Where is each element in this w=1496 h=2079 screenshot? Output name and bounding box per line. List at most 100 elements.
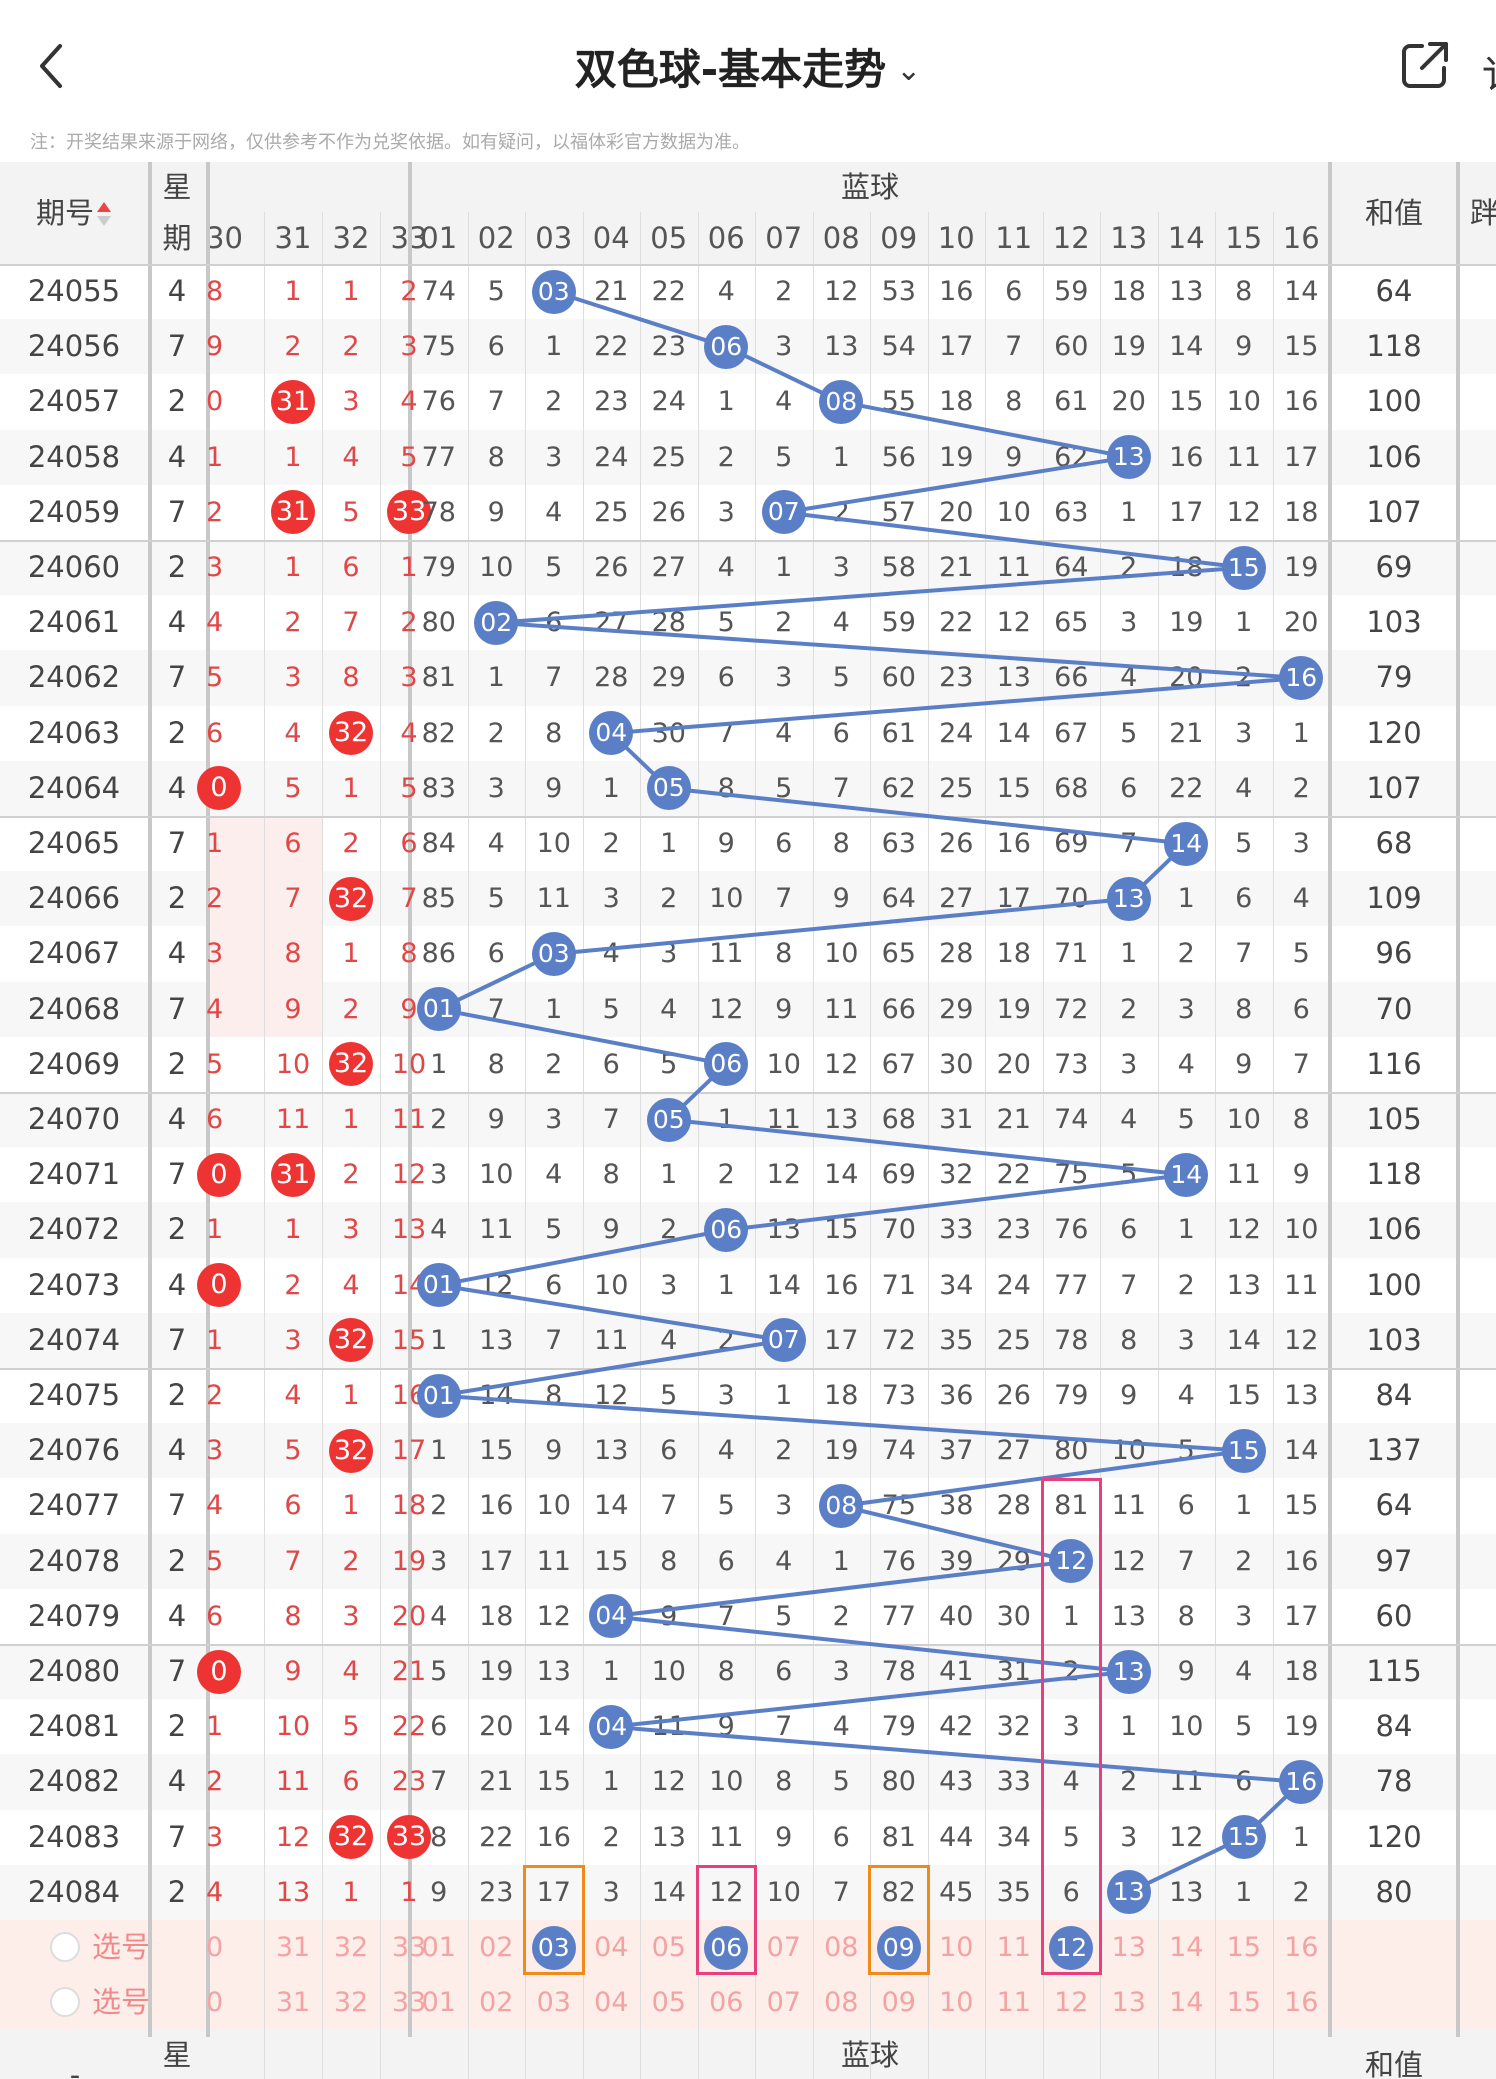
blue-omission-cell: 18 <box>1111 276 1146 307</box>
blue-omission-cell: 23 <box>939 662 974 694</box>
sum-cell: 80 <box>1375 1874 1413 1909</box>
sum-cell: 69 <box>1375 550 1413 584</box>
select-red-number[interactable]: 0 <box>206 1932 224 1963</box>
red-omission-cell: 11 <box>391 1104 427 1135</box>
select-radio[interactable] <box>50 1987 80 2018</box>
blue-omission-cell: 7 <box>430 1766 448 1798</box>
blue-omission-cell: 14 <box>536 1711 571 1743</box>
share-button[interactable] <box>1400 40 1450 90</box>
select-radio[interactable] <box>50 1932 80 1962</box>
blue-omission-cell: 22 <box>939 607 974 639</box>
page-title-dropdown[interactable]: 双色球-基本走势 ⌄ <box>0 36 1496 97</box>
select-blue-number[interactable]: 01 <box>421 1987 456 2019</box>
blue-omission-cell: 69 <box>881 1159 916 1191</box>
blue-omission-cell: 6 <box>545 1269 563 1301</box>
red-omission-cell: 5 <box>400 772 418 804</box>
blue-omission-cell: 9 <box>1235 1048 1253 1080</box>
select-blue-number[interactable]: 01 <box>421 1932 456 1963</box>
select-red-number[interactable]: 33 <box>391 1987 427 2019</box>
select-blue-number[interactable]: 10 <box>939 1987 974 2019</box>
select-red-number[interactable]: 32 <box>333 1987 369 2019</box>
selected-blue-ball[interactable]: 09 <box>876 1925 921 1970</box>
select-blue-number[interactable]: 06 <box>709 1987 744 2019</box>
issue-header[interactable]: 期号 <box>35 196 94 230</box>
blue-omission-cell: 24 <box>594 441 629 473</box>
selected-blue-ball[interactable]: 03 <box>531 1925 576 1970</box>
selected-blue-ball[interactable]: 12 <box>1049 1925 1094 1970</box>
edge-header-partial: 跘 <box>1470 196 1496 230</box>
select-blue-number[interactable]: 15 <box>1226 1987 1261 2019</box>
select-blue-number[interactable]: 08 <box>824 1932 859 1963</box>
blue-omission-cell: 8 <box>487 441 505 473</box>
blue-omission-cell: 12 <box>1226 496 1261 528</box>
select-blue-number[interactable]: 04 <box>594 1987 629 2019</box>
section-divider <box>1456 162 1460 2037</box>
red-omission-cell: 1 <box>284 441 302 473</box>
share-icon <box>1402 42 1448 88</box>
blue-omission-cell: 4 <box>717 552 735 583</box>
footer-issue: - <box>69 2058 81 2079</box>
select-blue-number[interactable]: 13 <box>1111 1932 1146 1963</box>
red-omission-cell: 1 <box>342 1490 360 1522</box>
select-blue-number[interactable]: 09 <box>881 1987 916 2019</box>
blue-omission-cell: 5 <box>602 993 620 1025</box>
select-red-number[interactable]: 0 <box>206 1987 224 2019</box>
select-blue-number[interactable]: 10 <box>939 1932 974 1963</box>
blue-ball: 05 <box>646 1097 691 1142</box>
blue-omission-cell: 13 <box>536 1656 571 1687</box>
blue-omission-cell: 3 <box>545 1104 563 1135</box>
issue-cell: 24057 <box>27 384 121 419</box>
sum-cell: 105 <box>1366 1102 1422 1136</box>
select-blue-number[interactable]: 05 <box>651 1932 686 1963</box>
select-blue-number[interactable]: 14 <box>1169 1932 1204 1963</box>
blue-omission-cell: 1 <box>717 1269 735 1301</box>
select-blue-number[interactable]: 13 <box>1111 1987 1146 2019</box>
select-blue-number[interactable]: 16 <box>1284 1987 1319 2019</box>
notice-text: 注：开奖结果来源于网络，仅供参考不作为兑奖依据。如有疑问，以福体彩官方数据为准。 <box>30 132 750 153</box>
select-blue-number[interactable]: 04 <box>594 1932 629 1963</box>
select-blue-number[interactable]: 02 <box>479 1932 514 1963</box>
select-blue-number[interactable]: 12 <box>1054 1987 1089 2019</box>
sort-icon[interactable] <box>96 200 112 228</box>
red-omission-cell: 6 <box>284 1490 302 1522</box>
select-blue-number[interactable]: 16 <box>1284 1932 1319 1963</box>
select-label[interactable]: 选号 <box>92 1985 151 2020</box>
blue-omission-cell: 3 <box>717 496 735 528</box>
issue-cell: 24072 <box>27 1212 121 1247</box>
select-blue-number[interactable]: 11 <box>996 1932 1031 1963</box>
blue-omission-cell: 5 <box>775 441 793 473</box>
blue-omission-cell: 9 <box>1005 441 1023 473</box>
select-blue-number[interactable]: 05 <box>651 1987 686 2019</box>
back-button[interactable] <box>30 36 74 96</box>
select-blue-number[interactable]: 15 <box>1226 1932 1261 1963</box>
red-omission-cell: 1 <box>342 1104 360 1135</box>
blue-omission-cell: 6 <box>1005 276 1023 307</box>
select-blue-number[interactable]: 07 <box>766 1987 801 2019</box>
select-blue-number[interactable]: 08 <box>824 1987 859 2019</box>
select-red-number[interactable]: 33 <box>391 1932 427 1963</box>
blue-omission-cell: 9 <box>775 993 793 1025</box>
blue-ball: 03 <box>531 269 576 314</box>
select-red-number[interactable]: 31 <box>275 1932 311 1963</box>
select-red-number[interactable]: 31 <box>275 1987 311 2019</box>
select-blue-number[interactable]: 14 <box>1169 1987 1204 2019</box>
blue-omission-cell: 9 <box>545 772 563 804</box>
select-label[interactable]: 选号 <box>92 1930 151 1964</box>
red-omission-cell: 13 <box>275 1876 311 1908</box>
select-red-number[interactable]: 32 <box>333 1932 369 1963</box>
blue-ball: 07 <box>761 490 806 535</box>
select-blue-number[interactable]: 07 <box>766 1932 801 1963</box>
highlight-box-orange <box>868 1864 930 1976</box>
red-omission-cell: 1 <box>342 1876 360 1908</box>
blue-section-header: 蓝球 <box>840 170 899 204</box>
blue-ball: 04 <box>589 1704 634 1749</box>
blue-omission-cell: 24 <box>996 1269 1031 1301</box>
select-blue-number[interactable]: 02 <box>479 1987 514 2019</box>
blue-omission-cell: 42 <box>939 1711 974 1743</box>
blue-omission-cell: 15 <box>1284 331 1319 363</box>
select-blue-number[interactable]: 11 <box>996 1987 1031 2019</box>
select-blue-number[interactable]: 03 <box>536 1987 571 2019</box>
selected-blue-ball[interactable]: 06 <box>704 1925 749 1970</box>
red-omission-cell: 1 <box>284 552 302 583</box>
blue-omission-cell: 4 <box>1235 772 1253 804</box>
